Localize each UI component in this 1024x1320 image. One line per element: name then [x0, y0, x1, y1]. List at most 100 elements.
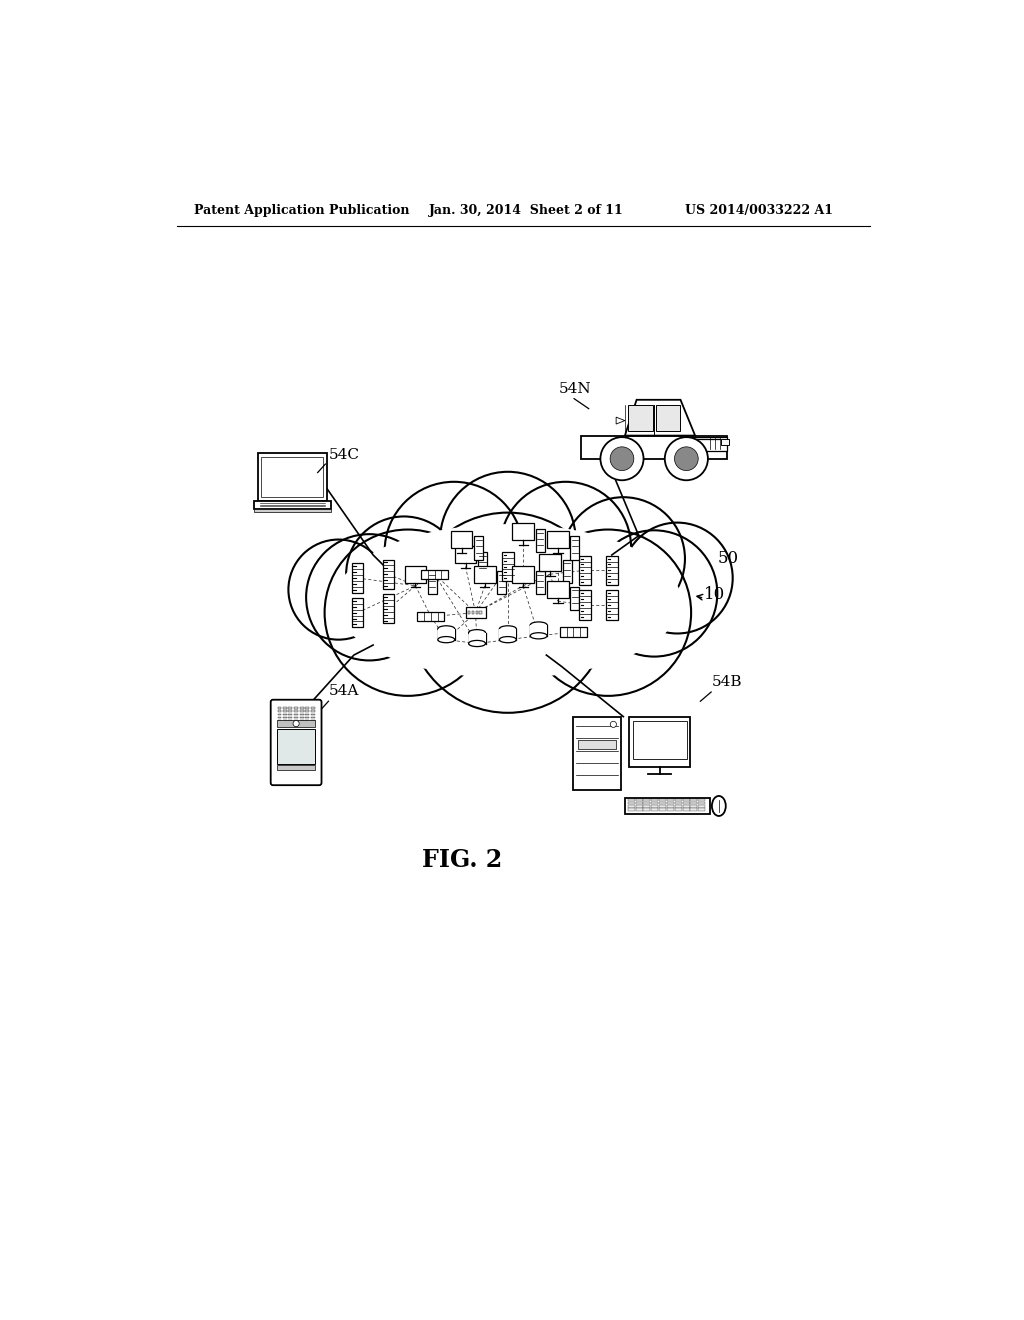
Text: US 2014/0033222 A1: US 2014/0033222 A1 [685, 205, 833, 218]
Bar [283, 710, 287, 711]
Bar [479, 611, 481, 614]
Bar [294, 708, 298, 709]
Bar [283, 719, 287, 721]
Ellipse shape [469, 630, 485, 636]
Bar [643, 803, 650, 804]
Bar [698, 803, 705, 804]
Bar [629, 717, 690, 767]
Ellipse shape [335, 524, 681, 678]
Circle shape [293, 721, 299, 726]
Bar [383, 594, 394, 623]
Bar [294, 710, 298, 711]
Bar [547, 581, 568, 598]
Bar [289, 719, 292, 721]
Bar [698, 805, 705, 808]
Circle shape [591, 531, 717, 656]
Bar [310, 714, 314, 715]
Bar [310, 719, 314, 721]
Bar [628, 808, 635, 810]
Bar [475, 611, 478, 614]
Bar [305, 714, 309, 715]
Ellipse shape [438, 636, 455, 643]
Bar [547, 531, 568, 548]
Bar [651, 799, 658, 801]
Bar [289, 710, 292, 711]
Bar [278, 719, 282, 721]
Circle shape [289, 540, 388, 640]
Bar [478, 552, 487, 576]
Ellipse shape [500, 626, 516, 632]
Bar [668, 799, 674, 801]
Bar [421, 570, 449, 578]
Bar [276, 766, 315, 770]
Text: FIG. 2: FIG. 2 [422, 847, 502, 871]
Bar [283, 708, 287, 709]
Bar [573, 717, 621, 789]
Bar [658, 808, 666, 810]
Bar [643, 799, 650, 801]
Bar [698, 808, 705, 810]
Bar [562, 560, 571, 582]
Bar [352, 564, 364, 593]
Bar [305, 708, 309, 709]
Bar [310, 710, 314, 711]
Text: 54A: 54A [330, 684, 359, 698]
Bar [625, 797, 710, 814]
Bar [276, 729, 315, 763]
Circle shape [610, 721, 616, 727]
FancyBboxPatch shape [270, 700, 322, 785]
Circle shape [408, 512, 608, 713]
Bar [636, 805, 643, 808]
Bar [570, 536, 580, 560]
Bar [278, 708, 282, 709]
Bar [636, 803, 643, 804]
Bar [690, 803, 697, 804]
Bar [254, 502, 331, 508]
Bar [698, 799, 705, 801]
Bar [300, 714, 304, 715]
Circle shape [440, 471, 575, 607]
Bar [668, 808, 674, 810]
Circle shape [665, 437, 708, 480]
Circle shape [306, 535, 432, 660]
Bar [658, 803, 666, 804]
Circle shape [525, 529, 691, 696]
Bar [451, 531, 472, 548]
Bar [310, 708, 314, 709]
Bar [651, 805, 658, 808]
Bar [472, 611, 474, 614]
Text: 54N: 54N [559, 383, 591, 396]
Bar [683, 808, 689, 810]
Bar [628, 803, 635, 804]
Bar [628, 805, 635, 808]
Text: 54C: 54C [330, 447, 360, 462]
Bar [512, 566, 535, 582]
Bar [428, 572, 437, 594]
Bar [651, 803, 658, 804]
Circle shape [500, 482, 631, 612]
Ellipse shape [530, 622, 547, 628]
Text: Jan. 30, 2014  Sheet 2 of 11: Jan. 30, 2014 Sheet 2 of 11 [429, 205, 624, 218]
Ellipse shape [530, 632, 547, 639]
Circle shape [600, 437, 643, 480]
Bar [294, 719, 298, 721]
Bar [276, 719, 315, 727]
Bar [636, 808, 643, 810]
Bar [254, 508, 331, 512]
Ellipse shape [438, 626, 455, 632]
Ellipse shape [712, 796, 726, 816]
Bar [540, 554, 561, 572]
Bar [502, 552, 514, 581]
Bar [300, 717, 304, 718]
Circle shape [325, 529, 490, 696]
Bar [581, 436, 727, 459]
Text: 10: 10 [705, 586, 725, 603]
Bar [633, 721, 686, 759]
Bar [691, 437, 727, 451]
Bar [261, 457, 323, 498]
Bar [658, 799, 666, 801]
Bar [352, 598, 364, 627]
Ellipse shape [469, 640, 485, 647]
Bar [294, 714, 298, 715]
Circle shape [385, 482, 523, 620]
